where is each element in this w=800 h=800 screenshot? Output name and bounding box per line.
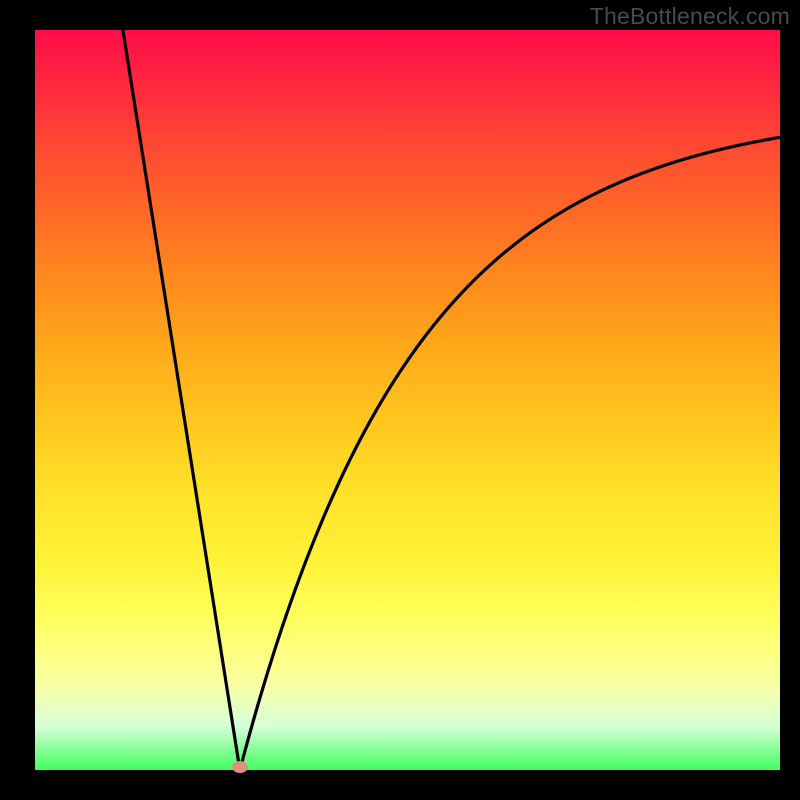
plot-area <box>35 30 780 770</box>
figure-container: TheBottleneck.com <box>0 0 800 800</box>
optimum-point <box>232 761 248 773</box>
watermark: TheBottleneck.com <box>590 0 800 30</box>
